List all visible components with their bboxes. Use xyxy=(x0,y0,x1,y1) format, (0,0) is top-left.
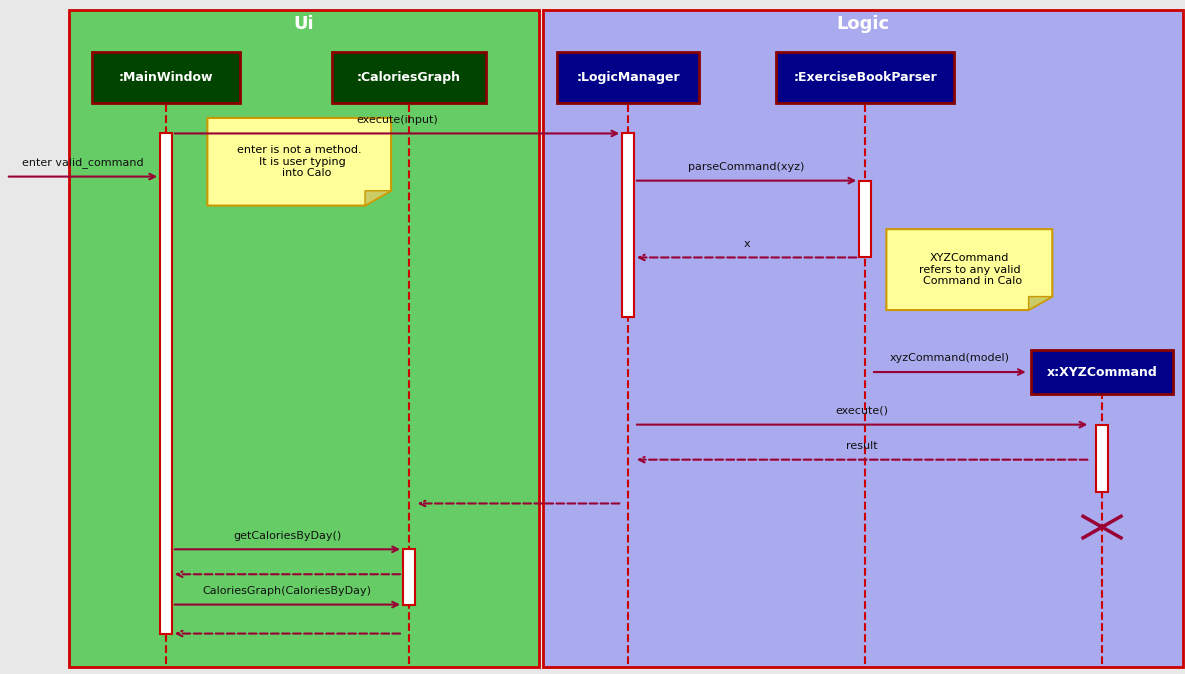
Polygon shape xyxy=(886,229,1052,310)
Bar xyxy=(1031,350,1173,394)
Polygon shape xyxy=(1029,297,1052,310)
Text: :LogicManager: :LogicManager xyxy=(576,71,680,84)
Text: :ExerciseBookParser: :ExerciseBookParser xyxy=(793,71,937,84)
Text: enter is not a method.
  It is user typing
    into Calo: enter is not a method. It is user typing… xyxy=(237,145,361,179)
Text: Ui: Ui xyxy=(294,15,314,32)
Text: xyzCommand(model): xyzCommand(model) xyxy=(890,353,1010,363)
Text: XYZCommand
refers to any valid
  Command in Calo: XYZCommand refers to any valid Command i… xyxy=(916,253,1023,286)
Text: x:XYZCommand: x:XYZCommand xyxy=(1046,365,1158,379)
Text: :MainWindow: :MainWindow xyxy=(118,71,213,84)
Text: x: x xyxy=(743,239,750,249)
Text: execute(input): execute(input) xyxy=(357,115,437,125)
Bar xyxy=(543,10,1183,667)
Bar xyxy=(859,181,871,257)
Text: enter valid_command: enter valid_command xyxy=(23,157,143,168)
Text: getCaloriesByDay(): getCaloriesByDay() xyxy=(233,530,341,541)
Bar xyxy=(92,53,241,102)
Text: execute(): execute() xyxy=(835,406,889,416)
Bar xyxy=(69,10,539,667)
Bar xyxy=(557,53,699,102)
Bar xyxy=(403,549,415,605)
Text: :CaloriesGraph: :CaloriesGraph xyxy=(357,71,461,84)
Text: parseCommand(xyz): parseCommand(xyz) xyxy=(688,162,805,172)
Bar xyxy=(776,53,954,102)
Bar xyxy=(160,133,172,634)
Text: CaloriesGraph(CaloriesByDay): CaloriesGraph(CaloriesByDay) xyxy=(203,586,372,596)
Bar xyxy=(332,53,486,102)
Polygon shape xyxy=(207,118,391,206)
Polygon shape xyxy=(365,191,391,206)
Bar xyxy=(622,133,634,317)
Bar xyxy=(1096,425,1108,492)
Text: result: result xyxy=(846,441,878,451)
Text: Logic: Logic xyxy=(837,15,889,32)
